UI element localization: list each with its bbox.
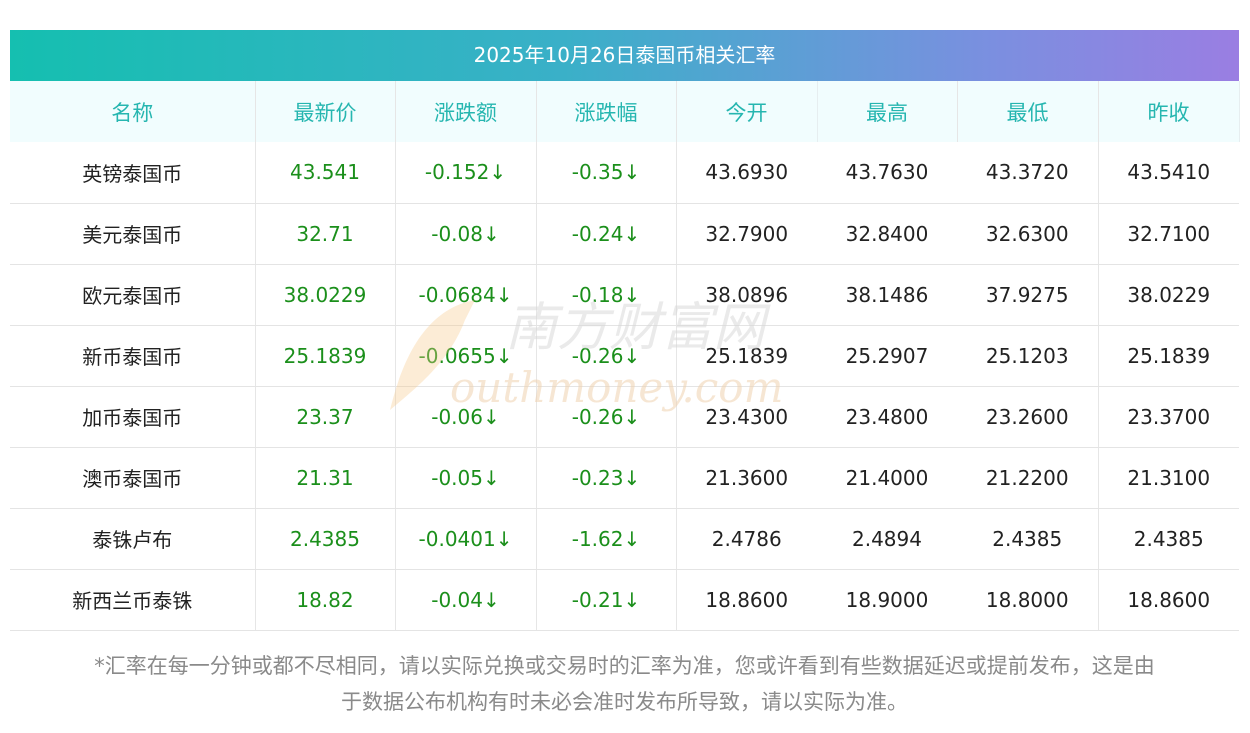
- cell-name: 澳币泰国币: [10, 447, 256, 509]
- table-row: 英镑泰国币 43.541 -0.152↓ -0.35↓ 43.6930 43.7630 43…: [10, 142, 1239, 204]
- cell-change-amount: -0.06↓: [395, 386, 537, 448]
- cell-change-percent: -0.24↓: [536, 203, 677, 265]
- cell-change-percent: -0.35↓: [536, 142, 677, 204]
- cell-prev-close: 21.3100: [1098, 447, 1239, 509]
- header-change-percent: 涨跌幅: [536, 81, 677, 142]
- cell-change-amount: -0.04↓: [395, 569, 537, 631]
- cell-change-percent: -0.21↓: [536, 569, 677, 631]
- cell-change-percent: -0.18↓: [536, 264, 677, 326]
- cell-open: 21.3600: [676, 447, 817, 509]
- cell-open: 25.1839: [676, 325, 817, 387]
- cell-high: 21.4000: [817, 447, 957, 509]
- cell-change-percent: -0.26↓: [536, 386, 677, 448]
- cell-change-amount: -0.0401↓: [395, 508, 537, 570]
- header-high: 最高: [817, 81, 958, 142]
- table-row: 新币泰国币 25.1839 -0.0655↓ -0.26↓ 25.1839 25.2907…: [10, 325, 1239, 387]
- cell-latest-price: 18.82: [255, 569, 396, 631]
- table-row: 欧元泰国币 38.0229 -0.0684↓ -0.18↓ 38.0896 38.1486…: [10, 264, 1239, 326]
- cell-change-percent: -0.26↓: [536, 325, 677, 387]
- table-row: 加币泰国币 23.37 -0.06↓ -0.26↓ 23.4300 23.4800 23.2…: [10, 386, 1239, 448]
- header-latest-price: 最新价: [255, 81, 396, 142]
- cell-name: 欧元泰国币: [10, 264, 256, 326]
- footnote-line-1: *汇率在每一分钟或都不尽相同，请以实际兑换或交易时的汇率为准，您或许看到有些数据…: [94, 654, 1155, 678]
- cell-name: 美元泰国币: [10, 203, 256, 265]
- cell-name: 新西兰币泰铢: [10, 569, 256, 631]
- header-row: 名称 最新价 涨跌额 涨跌幅 今开 最高 最低 昨收: [10, 81, 1240, 142]
- cell-latest-price: 38.0229: [255, 264, 396, 326]
- cell-high: 23.4800: [817, 386, 957, 448]
- cell-prev-close: 2.4385: [1098, 508, 1239, 570]
- cell-low: 37.9275: [957, 264, 1099, 326]
- cell-low: 25.1203: [957, 325, 1099, 387]
- cell-high: 2.4894: [817, 508, 957, 570]
- cell-open: 2.4786: [676, 508, 817, 570]
- cell-low: 23.2600: [957, 386, 1099, 448]
- cell-change-amount: -0.152↓: [395, 142, 537, 204]
- cell-prev-close: 25.1839: [1098, 325, 1239, 387]
- cell-low: 43.3720: [957, 142, 1099, 204]
- table-row: 泰铢卢布 2.4385 -0.0401↓ -1.62↓ 2.4786 2.4894 2.43…: [10, 508, 1239, 570]
- cell-change-percent: -0.23↓: [536, 447, 677, 509]
- cell-open: 18.8600: [676, 569, 817, 631]
- cell-change-amount: -0.08↓: [395, 203, 537, 265]
- header-open: 今开: [676, 81, 818, 142]
- cell-high: 32.8400: [817, 203, 957, 265]
- rates-panel: 2025年10月26日泰国币相关汇率 名称 最新价 涨跌额 涨跌幅 今开 最高 …: [10, 30, 1240, 631]
- header-prev-close: 昨收: [1098, 81, 1240, 142]
- cell-high: 38.1486: [817, 264, 957, 326]
- cell-high: 25.2907: [817, 325, 957, 387]
- cell-name: 新币泰国币: [10, 325, 256, 387]
- cell-open: 38.0896: [676, 264, 817, 326]
- cell-low: 2.4385: [957, 508, 1099, 570]
- rates-table: 名称 最新价 涨跌额 涨跌幅 今开 最高 最低 昨收 英镑泰国币 43.541 -0…: [10, 81, 1240, 631]
- footnote: *汇率在每一分钟或都不尽相同，请以实际兑换或交易时的汇率为准，您或许看到有些数据…: [10, 648, 1239, 720]
- cell-latest-price: 21.31: [255, 447, 396, 509]
- cell-low: 18.8000: [957, 569, 1099, 631]
- cell-latest-price: 43.541: [255, 142, 396, 204]
- cell-change-amount: -0.05↓: [395, 447, 537, 509]
- cell-open: 32.7900: [676, 203, 817, 265]
- cell-change-amount: -0.0684↓: [395, 264, 537, 326]
- cell-prev-close: 38.0229: [1098, 264, 1239, 326]
- cell-latest-price: 2.4385: [255, 508, 396, 570]
- cell-name: 泰铢卢布: [10, 508, 256, 570]
- table-row: 美元泰国币 32.71 -0.08↓ -0.24↓ 32.7900 32.8400 32.6…: [10, 203, 1239, 265]
- table-row: 新西兰币泰铢 18.82 -0.04↓ -0.21↓ 18.8600 18.9000 18.…: [10, 569, 1239, 631]
- cell-open: 43.6930: [676, 142, 817, 204]
- cell-name: 英镑泰国币: [10, 142, 256, 204]
- cell-open: 23.4300: [676, 386, 817, 448]
- cell-latest-price: 25.1839: [255, 325, 396, 387]
- header-low: 最低: [957, 81, 1099, 142]
- table-title: 2025年10月26日泰国币相关汇率: [10, 30, 1239, 81]
- cell-prev-close: 23.3700: [1098, 386, 1239, 448]
- footnote-line-2: 于数据公布机构有时未必会准时发布所导致，请以实际为准。: [341, 690, 908, 714]
- table-row: 澳币泰国币 21.31 -0.05↓ -0.23↓ 21.3600 21.4000 21.2…: [10, 447, 1239, 509]
- cell-change-percent: -1.62↓: [536, 508, 677, 570]
- cell-change-amount: -0.0655↓: [395, 325, 537, 387]
- cell-name: 加币泰国币: [10, 386, 256, 448]
- cell-high: 18.9000: [817, 569, 957, 631]
- cell-low: 32.6300: [957, 203, 1099, 265]
- cell-prev-close: 18.8600: [1098, 569, 1239, 631]
- cell-low: 21.2200: [957, 447, 1099, 509]
- cell-prev-close: 32.7100: [1098, 203, 1239, 265]
- header-name: 名称: [10, 81, 256, 142]
- cell-prev-close: 43.5410: [1098, 142, 1239, 204]
- cell-high: 43.7630: [817, 142, 957, 204]
- header-change-amount: 涨跌额: [395, 81, 537, 142]
- cell-latest-price: 32.71: [255, 203, 396, 265]
- cell-latest-price: 23.37: [255, 386, 396, 448]
